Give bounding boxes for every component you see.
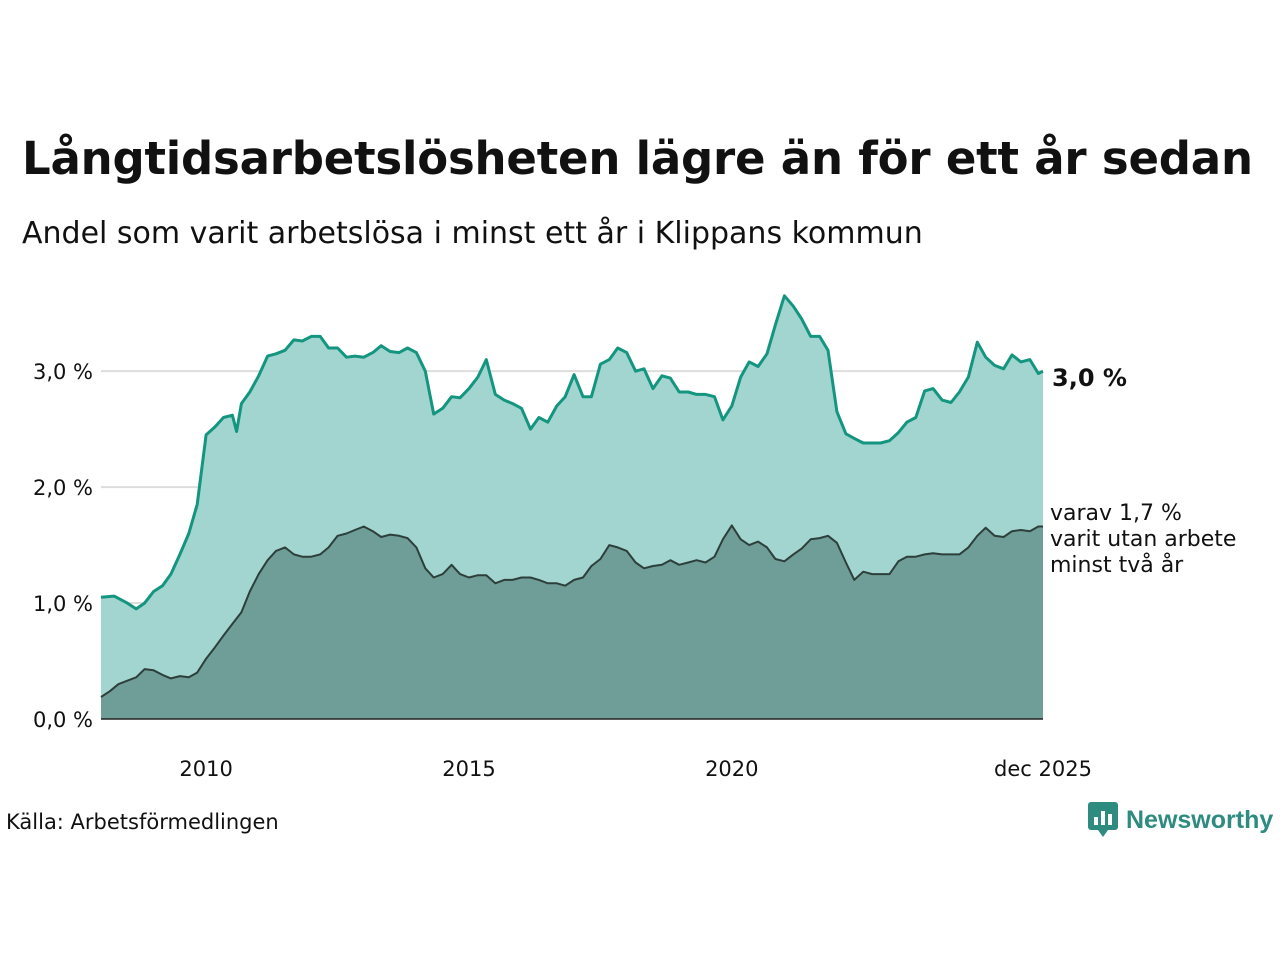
end-label-two-line: minst två år — [1050, 552, 1184, 578]
x-tick-label: dec 2025 — [994, 757, 1092, 781]
chart-subtitle: Andel som varit arbetslösa i minst ett å… — [22, 216, 923, 251]
y-tick-label: 1,0 % — [33, 592, 93, 616]
y-tick-label: 3,0 % — [33, 360, 93, 384]
end-label-two-line: varav 1,7 % — [1050, 501, 1182, 526]
x-tick-label: 2015 — [442, 757, 495, 781]
line-one-year — [100, 294, 1044, 611]
newsworthy-logo: Newsworthy — [1088, 802, 1273, 838]
area-two-years — [101, 525, 1043, 719]
y-tick-label: 2,0 % — [33, 476, 93, 500]
chart-title: Långtidsarbetslösheten lägre än för ett … — [22, 132, 1253, 185]
end-label-two-years: varav 1,7 % varit utan arbete minst två … — [1050, 501, 1236, 578]
end-label-two-line: varit utan arbete — [1050, 527, 1236, 552]
newsworthy-logo-icon — [1088, 802, 1118, 837]
newsworthy-logo-text: Newsworthy — [1126, 805, 1274, 834]
source-note: Källa: Arbetsförmedlingen — [6, 810, 279, 834]
x-tick-label: 2010 — [179, 757, 232, 781]
line-two-years — [100, 524, 1043, 698]
x-tick-label: 2020 — [705, 757, 758, 781]
end-label-one-year: 3,0 % — [1052, 364, 1127, 392]
y-tick-label: 0,0 % — [33, 708, 93, 732]
